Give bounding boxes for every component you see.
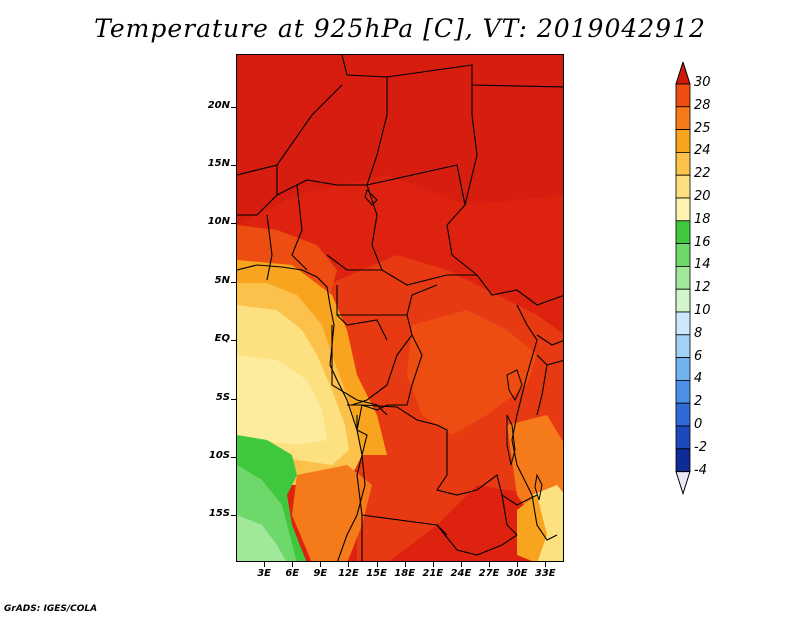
- lon-tick-mark: [460, 562, 462, 567]
- colorbar-level-label: 24: [694, 143, 711, 159]
- colorbar-swatch: [675, 197, 691, 222]
- colorbar-level-label: 4: [694, 371, 703, 387]
- lon-tick-label: 21E: [422, 568, 444, 579]
- lon-tick-label: 33E: [534, 568, 556, 579]
- lon-tick-label: 12E: [338, 568, 359, 579]
- lon-tick-mark: [264, 562, 266, 567]
- lat-tick-label: EQ: [214, 333, 230, 345]
- field-central-orange: [407, 310, 537, 435]
- lat-tick-label: 10N: [207, 216, 230, 228]
- colorbar-swatch: [675, 243, 691, 267]
- lat-tick-mark: [231, 340, 236, 342]
- colorbar-bottom-arrow: [675, 471, 691, 496]
- lon-tick-label: 15E: [366, 568, 387, 579]
- field-atlantic-pale: [237, 355, 327, 445]
- lon-tick-mark: [489, 562, 491, 567]
- colorbar-level-label: 14: [694, 257, 711, 273]
- lat-tick-label: 20N: [207, 99, 230, 111]
- lat-tick-mark: [231, 515, 236, 517]
- colorbar-swatch: [675, 220, 691, 245]
- colorbar-level-label: 22: [694, 166, 711, 182]
- lon-tick-label: 3E: [257, 568, 271, 579]
- chart-title: Temperature at 925hPa [C], VT: 201904291…: [94, 14, 706, 43]
- colorbar-swatch: [675, 357, 691, 381]
- colorbar-level-label: 30: [694, 75, 711, 90]
- lon-tick-mark: [292, 562, 294, 567]
- lake-victoria: [506, 369, 523, 402]
- colorbar-level-label: 2: [694, 394, 703, 410]
- lat-tick-label: 10S: [208, 449, 230, 461]
- colorbar-swatch: [675, 288, 691, 313]
- lat-tick-label: 5S: [215, 391, 230, 403]
- lat-tick-mark: [231, 164, 236, 166]
- lon-tick-label: 9E: [313, 568, 328, 579]
- lat-tick-mark: [231, 398, 236, 400]
- colorbar-level-label: 18: [694, 211, 711, 227]
- colorbar-swatch: [675, 402, 691, 427]
- colorbar-level-label: 12: [694, 280, 711, 296]
- atlantic-coastline: [237, 264, 366, 561]
- colorbar-swatch: [675, 311, 691, 336]
- colorbar-swatch: [675, 448, 691, 472]
- colorbar-level-label: 0: [694, 417, 703, 432]
- country-borders: [237, 55, 563, 561]
- colorbar-level-label: 16: [694, 234, 711, 250]
- lon-tick-label: 6E: [285, 568, 300, 579]
- colorbar-swatch: [675, 334, 691, 358]
- lon-tick-label: 27E: [478, 568, 500, 579]
- lon-tick-mark: [404, 562, 406, 567]
- lon-tick-mark: [517, 562, 519, 567]
- colorbar-level-label: 10: [694, 303, 711, 318]
- field-atlantic-palegreen: [237, 515, 286, 561]
- field-sahara-hot: [237, 55, 563, 225]
- lat-tick-label: 5N: [214, 274, 230, 286]
- colorbar-level-label: 6: [694, 348, 703, 364]
- colorbar-level-label: -4: [694, 462, 707, 478]
- colorbar-swatch: [675, 106, 691, 130]
- colorbar-level-label: 28: [694, 97, 711, 113]
- lat-tick-label: 15S: [208, 508, 230, 520]
- lat-tick-label: 15N: [207, 157, 230, 169]
- lon-tick-mark: [320, 562, 322, 567]
- map-svg: [237, 55, 563, 561]
- lon-tick-label: 30E: [506, 568, 528, 579]
- field-angola-orange: [292, 465, 372, 561]
- lake-chad: [364, 189, 378, 206]
- lat-tick-mark: [231, 281, 236, 283]
- lake-malawi: [534, 473, 543, 501]
- colorbar-swatch: [675, 152, 691, 176]
- temperature-map: [236, 54, 564, 562]
- lat-tick-mark: [231, 106, 236, 108]
- colorbar-top-arrow: [675, 62, 691, 85]
- colorbar-swatch: [675, 265, 691, 290]
- lat-tick-mark: [231, 456, 236, 458]
- colorbar-level-label: 20: [694, 189, 711, 204]
- lon-tick-label: 24E: [450, 568, 472, 579]
- credit-text: GrADS: IGES/COLA: [4, 604, 98, 614]
- colorbar-level-label: 25: [694, 120, 711, 136]
- lon-tick-mark: [348, 562, 350, 567]
- colorbar-swatch: [675, 174, 691, 199]
- field-southeast-amber: [517, 495, 547, 561]
- colorbar-swatch: [675, 83, 691, 108]
- colorbar-level-label: -2: [694, 439, 707, 455]
- colorbar-swatch: [675, 129, 691, 153]
- lake-tanganyika: [506, 414, 516, 466]
- colorbar-level-label: 8: [694, 325, 703, 341]
- lat-tick-mark: [231, 223, 236, 225]
- colorbar-swatch: [675, 379, 691, 404]
- lon-tick-mark: [376, 562, 378, 567]
- lon-tick-label: 18E: [394, 568, 416, 579]
- colorbar: [675, 62, 691, 496]
- lon-tick-mark: [545, 562, 547, 567]
- colorbar-swatch: [675, 425, 691, 450]
- lon-tick-mark: [432, 562, 434, 567]
